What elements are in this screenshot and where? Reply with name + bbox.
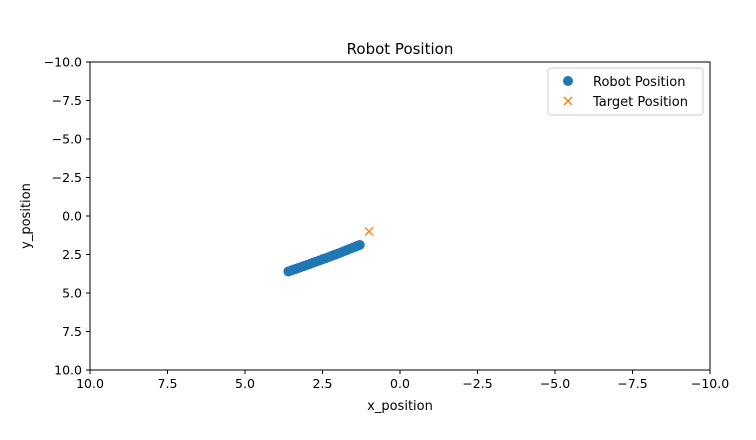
legend-target-marker	[563, 96, 573, 106]
y-tick-label: 2.5	[62, 247, 82, 262]
target-x-stroke-b	[364, 226, 374, 236]
data-points	[283, 226, 374, 277]
y-tick-label: 0.0	[62, 209, 82, 224]
y-tick-label: −7.5	[52, 93, 82, 108]
y-tick-label: −2.5	[52, 170, 82, 185]
x-tick-label: 7.5	[158, 376, 178, 391]
x-tick-label: 5.0	[235, 376, 255, 391]
y-tick-label: −5.0	[52, 132, 82, 147]
x-tick-label: 2.5	[313, 376, 333, 391]
y-tick-label: −10.0	[44, 55, 82, 70]
legend-target-label: Target Position	[592, 95, 688, 110]
legend: Robot Position Target Position	[547, 67, 704, 116]
target-position-point	[364, 226, 374, 236]
chart-title: Robot Position	[347, 40, 454, 58]
x-tick-label: −2.5	[462, 376, 492, 391]
y-tick-label: 10.0	[54, 363, 82, 378]
y-axis-label: y_position	[19, 183, 34, 249]
y-axis-ticks: −10.0 −7.5 −5.0 −2.5 0.0 2.5 5.0 7.5 10.0	[44, 55, 90, 378]
x-tick-label: −7.5	[617, 376, 647, 391]
legend-robot-label: Robot Position	[593, 75, 685, 90]
legend-box	[547, 67, 704, 116]
x-tick-label: −10.0	[691, 376, 729, 391]
y-tick-label: 5.0	[62, 286, 82, 301]
x-tick-label: 0.0	[390, 376, 410, 391]
x-axis-label: x_position	[367, 399, 433, 414]
legend-robot-marker	[563, 76, 573, 86]
x-tick-label: 10.0	[76, 376, 104, 391]
robot-position-point	[354, 239, 365, 250]
x-tick-label: −5.0	[540, 376, 570, 391]
x-axis-ticks: 10.0 7.5 5.0 2.5 0.0 −2.5 −5.0 −7.5 −10.0	[76, 370, 729, 391]
y-tick-label: 7.5	[62, 324, 82, 339]
